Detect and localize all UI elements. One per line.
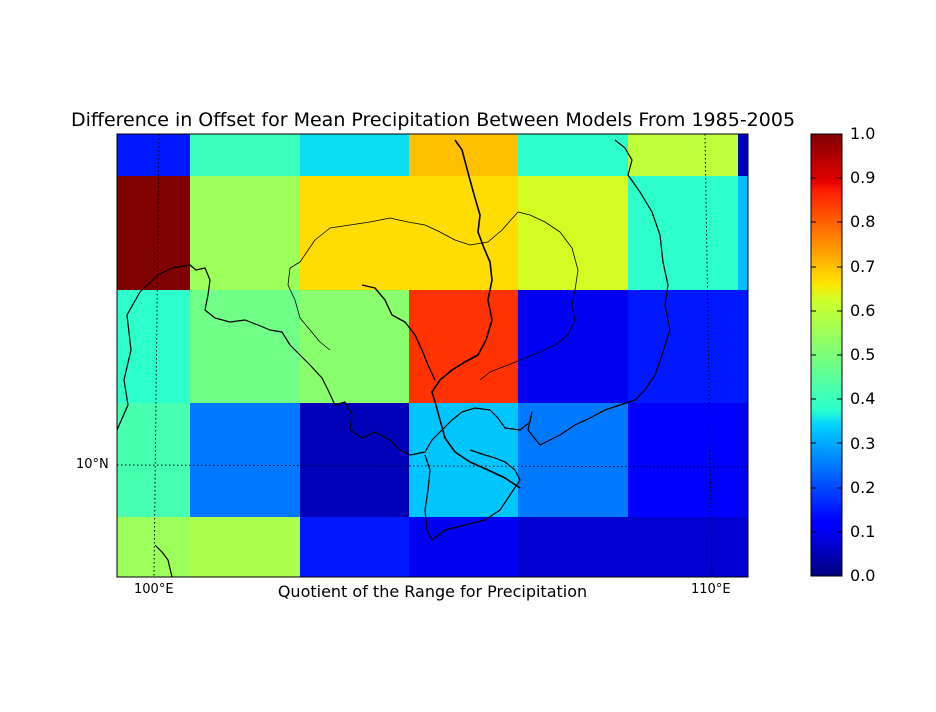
lon-tick-110e: 110°E: [691, 582, 731, 597]
meridian-110e: [704, 133, 713, 578]
heatmap-cell: [117, 176, 191, 291]
colorbar-tick-label: 0.9: [850, 168, 876, 187]
heatmap-cell: [300, 517, 410, 577]
heatmap-cell: [628, 134, 739, 177]
heatmap-cell: [190, 134, 301, 177]
heatmap-cell: [300, 290, 410, 404]
heatmap-cell: [518, 176, 629, 291]
heatmap-cell: [190, 290, 301, 404]
heatmap-cell: [518, 403, 629, 518]
heatmap-cell: [190, 517, 301, 577]
heatmap-cell: [738, 134, 748, 177]
meridian-100e: [153, 133, 160, 578]
coastline-mainland: [117, 139, 671, 456]
colorbar-tick-label: 0.1: [850, 522, 876, 541]
river-mekong: [431, 139, 521, 489]
border-inner: [287, 267, 331, 351]
colorbar-tick-label: 0.7: [850, 257, 876, 276]
heatmap-cell: [518, 517, 629, 577]
heatmap-cell: [409, 290, 519, 404]
plot-frame: [116, 133, 749, 578]
lat-tick-10n: 10°N: [76, 457, 109, 472]
colorbar-tick-label: 0.0: [850, 566, 876, 585]
heatmap-cell: [300, 403, 410, 518]
heatmap-cell: [518, 134, 629, 177]
coastline-delta: [424, 449, 521, 541]
colorbar-tick-label: 0.8: [850, 212, 876, 231]
colorbar-tick-label: 1.0: [850, 124, 876, 143]
heatmap-cell: [117, 290, 191, 404]
colorbar-ticks: [811, 177, 842, 533]
heatmap-cell: [738, 517, 748, 577]
river-branch: [361, 284, 436, 381]
graticule: [116, 133, 749, 578]
heatmap-cell: [300, 176, 410, 291]
colorbar-tick-label: 0.2: [850, 478, 876, 497]
heatmap-cell: [190, 176, 301, 291]
heatmap-cell: [628, 403, 739, 518]
heatmap-cells: [117, 134, 748, 577]
lon-tick-100e: 100°E: [134, 582, 174, 597]
colorbar-tick-label: 0.3: [850, 434, 876, 453]
x-axis-label: Quotient of the Range for Precipitation: [277, 582, 588, 601]
parallel-10n: [116, 464, 749, 468]
heatmap-cell: [409, 517, 519, 577]
coastline-west: [154, 544, 173, 577]
heatmap-cell: [117, 517, 191, 577]
heatmap-cell: [518, 290, 629, 404]
heatmap-cell: [738, 290, 748, 404]
heatmap-cell: [628, 290, 739, 404]
heatmap-cell: [300, 134, 410, 177]
heatmap-cell: [738, 176, 748, 291]
colorbar-tick-label: 0.6: [850, 301, 876, 320]
chart-title: Difference in Offset for Mean Precipitat…: [70, 109, 796, 131]
coastlines: [117, 139, 671, 577]
heatmap-cell: [190, 403, 301, 518]
colorbar-tick-label: 0.5: [850, 345, 876, 364]
heatmap-cell: [117, 134, 191, 177]
border-north: [289, 211, 579, 381]
heatmap-cell: [738, 403, 748, 518]
heatmap-cell: [628, 176, 739, 291]
heatmap-cell: [117, 403, 191, 518]
heatmap-cell: [628, 517, 739, 577]
heatmap-cell: [409, 176, 519, 291]
colorbar-tick-label: 0.4: [850, 389, 876, 408]
